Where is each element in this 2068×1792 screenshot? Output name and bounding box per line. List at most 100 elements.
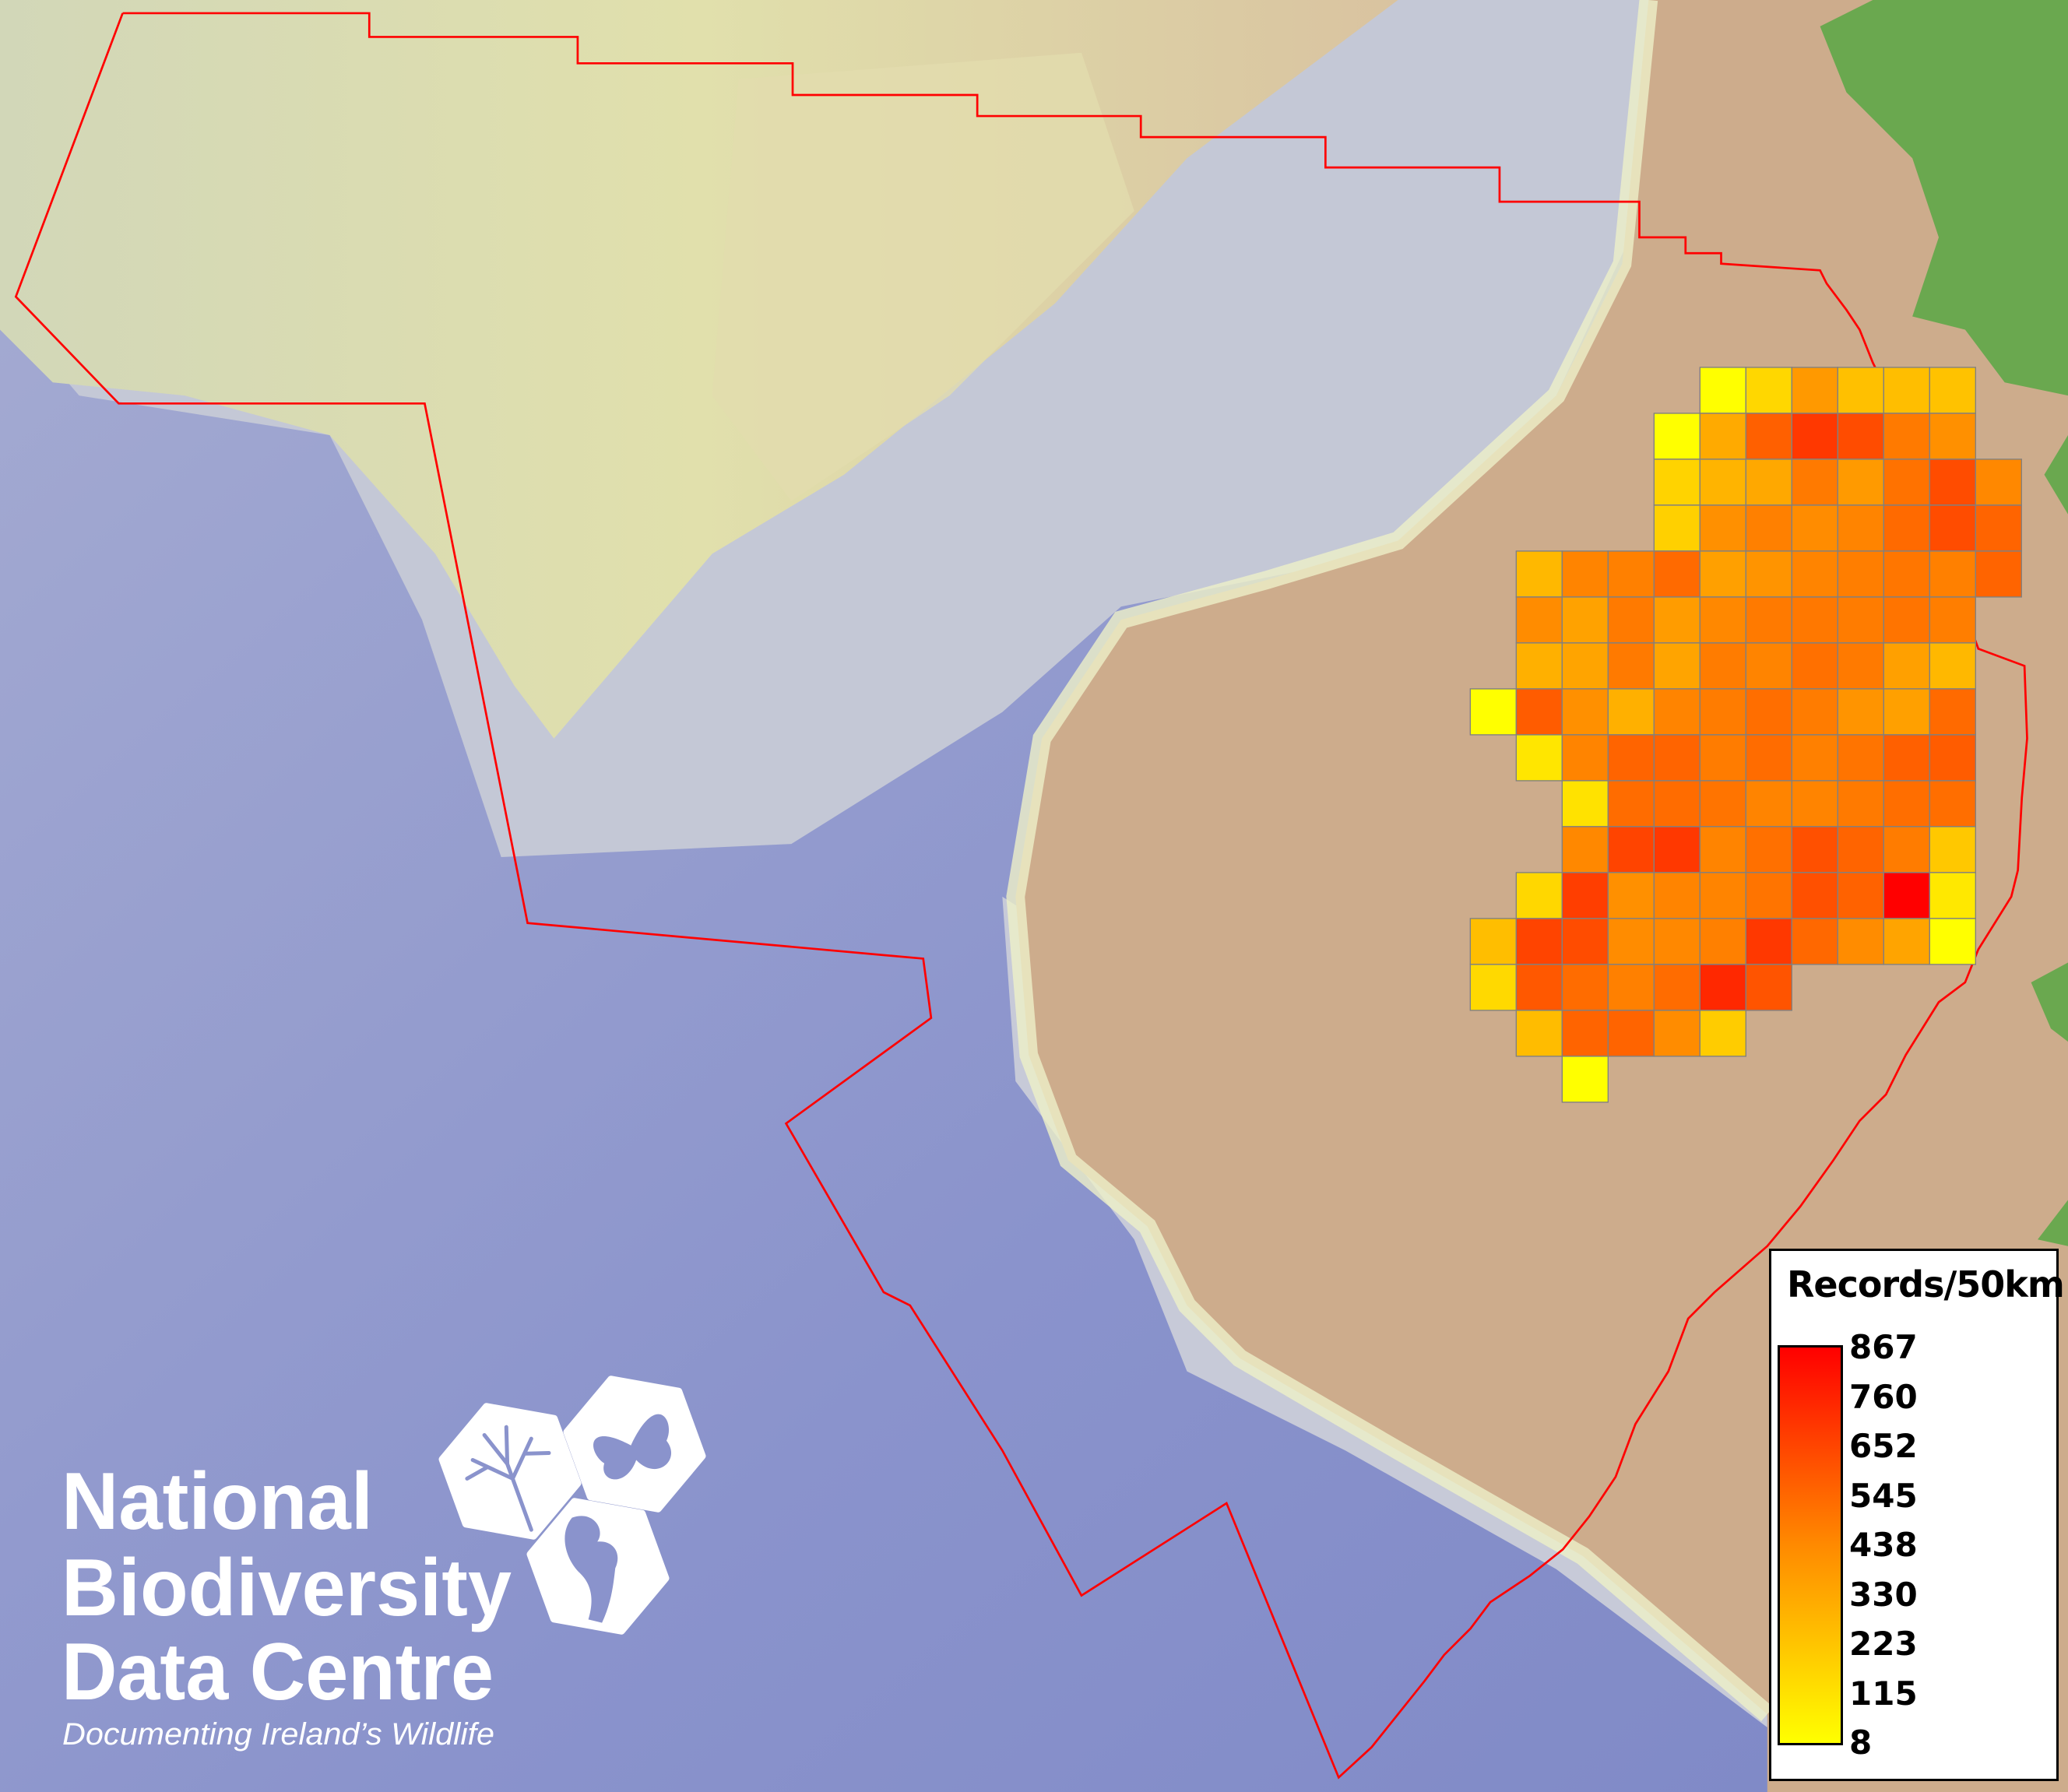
grid-cell	[1561, 596, 1609, 644]
grid-cell	[1837, 596, 1884, 644]
grid-cell	[1929, 367, 1976, 414]
grid-cell	[1929, 596, 1976, 644]
grid-cell	[1607, 872, 1655, 919]
grid-cell	[1791, 413, 1838, 460]
grid-cell	[1883, 459, 1930, 506]
grid-cell	[1653, 826, 1701, 873]
grid-cell	[1837, 642, 1884, 690]
grid-cell	[1837, 734, 1884, 782]
grid-cell	[1745, 413, 1792, 460]
legend-title: Records/50km	[1787, 1263, 2065, 1305]
grid-cell	[1653, 550, 1701, 598]
grid-cell	[1561, 918, 1609, 965]
grid-cell	[1607, 642, 1655, 690]
logo-tagline: Documenting Ireland’s Wildlife	[62, 1717, 494, 1752]
grid-cell	[1515, 918, 1563, 965]
grid-cell	[1699, 734, 1746, 782]
grid-cell	[1607, 918, 1655, 965]
grid-cell	[1883, 734, 1930, 782]
grid-cell	[1883, 367, 1930, 414]
grid-cell	[1469, 688, 1518, 736]
grid-cell	[1883, 550, 1930, 598]
grid-cell	[1745, 872, 1792, 919]
grid-cell	[1837, 918, 1884, 965]
grid-cell	[1791, 872, 1838, 919]
grid-cell	[1469, 964, 1518, 1011]
grid-cell	[1607, 1010, 1655, 1057]
grid-cell	[1515, 688, 1563, 736]
grid-cell	[1837, 459, 1884, 506]
grid-cell	[1653, 504, 1701, 552]
grid-cell	[1699, 1010, 1746, 1057]
grid-cell	[1699, 459, 1746, 506]
grid-cell	[1561, 826, 1609, 873]
grid-cell	[1791, 780, 1838, 827]
grid-cell	[1837, 688, 1884, 736]
grid-cell	[1745, 688, 1792, 736]
grid-cell	[1883, 826, 1930, 873]
grid-cell	[1653, 780, 1701, 827]
grid-cell	[1883, 413, 1930, 460]
grid-cell	[1745, 780, 1792, 827]
grid-cell	[1515, 1010, 1563, 1057]
grid-cell	[1699, 780, 1746, 827]
grid-cell	[1653, 642, 1701, 690]
grid-cell	[1699, 550, 1746, 598]
grid-cell	[1837, 550, 1884, 598]
grid-cell	[1699, 872, 1746, 919]
grid-cell	[1607, 780, 1655, 827]
grid-cell	[1975, 504, 2022, 552]
butterfly-hexagon-icon	[563, 1376, 706, 1513]
grid-cell	[1561, 964, 1609, 1011]
grid-cell	[1653, 734, 1701, 782]
grid-cell	[1883, 642, 1930, 690]
grid-cell	[1561, 872, 1609, 919]
nbdc-logo: National Biodiversity Data Centre Docume…	[62, 1376, 706, 1752]
grid-cell	[1699, 688, 1746, 736]
grid-cell	[1469, 918, 1518, 965]
grid-cell	[1791, 459, 1838, 506]
highland-green-north	[1820, 0, 2068, 396]
grid-cell	[1883, 688, 1930, 736]
grid-cell	[1607, 688, 1655, 736]
grid-cell	[1929, 550, 1976, 598]
grid-cell	[1515, 872, 1563, 919]
grid-cell	[1653, 688, 1701, 736]
grid-cell	[1699, 367, 1746, 414]
grid-cell	[1745, 734, 1792, 782]
grid-cell	[1699, 642, 1746, 690]
grid-cell	[1791, 918, 1838, 965]
grid-cell	[1883, 504, 1930, 552]
logo-line-national: National	[62, 1456, 373, 1547]
grid-cell	[1515, 550, 1563, 598]
grid-cell	[1883, 918, 1930, 965]
grid-cell	[1745, 596, 1792, 644]
grid-cell	[1929, 872, 1976, 919]
grid-cell	[1791, 596, 1838, 644]
grid-cell	[1745, 550, 1792, 598]
grid-cell	[1883, 780, 1930, 827]
grid-cell	[1837, 780, 1884, 827]
grid-cell	[1515, 734, 1563, 782]
grid-cell	[1791, 550, 1838, 598]
grid-cell	[1653, 964, 1701, 1011]
grid-cell	[1791, 688, 1838, 736]
tree-hexagon-icon	[438, 1403, 582, 1540]
legend-tick: 760	[1849, 1377, 1918, 1416]
grid-cell	[1699, 504, 1746, 552]
grid-cell	[1699, 964, 1746, 1011]
grid-cell	[1607, 596, 1655, 644]
grid-cell	[1791, 734, 1838, 782]
grid-cell	[1745, 918, 1792, 965]
coastal-fringe	[1006, 0, 1774, 1722]
grid-cell	[1699, 918, 1746, 965]
grid-cell	[1929, 734, 1976, 782]
seahorse-hexagon-icon	[526, 1498, 670, 1635]
grid-cell	[1791, 367, 1838, 414]
records-grid	[1469, 367, 2022, 1103]
shelf-bank	[712, 52, 1134, 501]
grid-cell	[1653, 459, 1701, 506]
grid-cell	[1561, 1056, 1609, 1103]
grid-cell	[1561, 1010, 1609, 1057]
legend: Records/50km 867 760 652 545 438 330 223…	[1769, 1249, 2065, 1781]
